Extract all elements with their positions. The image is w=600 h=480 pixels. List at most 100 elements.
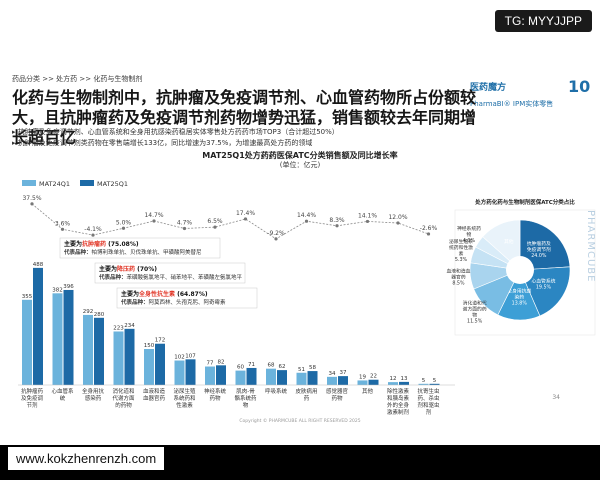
breadcrumb: 药品分类 >> 处方药 >> 化药与生物制剂 [12, 75, 143, 83]
bar-value-label: 355 [22, 294, 33, 300]
pie-label: 抗肿瘤药及 [527, 240, 551, 247]
growth-point [243, 217, 248, 221]
category-label: 外的全身 [387, 401, 410, 409]
bar-value-label: 77 [207, 361, 214, 367]
page-title: 化药与生物制剂中，抗肿瘤及免疫调节剂、心血管药物所占份额较大，且抗肿瘤药及免疫调… [12, 88, 477, 147]
bar-value-label: 280 [94, 312, 105, 318]
bar [144, 349, 154, 385]
growth-point [335, 224, 339, 228]
bar [388, 382, 398, 385]
category-label: 血器官药 [143, 394, 166, 402]
bar [63, 289, 74, 385]
callout-title: 主要为抗肿瘤药 (75.08%) [64, 240, 139, 248]
category-label: 物 [243, 401, 249, 409]
growth-label: -9.2% [267, 230, 285, 237]
pie-value-label: 24.0% [531, 253, 547, 259]
bar [399, 381, 409, 385]
bar-value-label: 102 [174, 355, 185, 361]
category-label: 骼系统药 [234, 394, 257, 402]
pie-label: 泌尿生殖系 [449, 238, 473, 245]
pie-label: 消化道和代 [463, 299, 487, 306]
bar [368, 379, 379, 385]
bar-value-label: 51 [298, 367, 305, 373]
growth-label: 3.6% [55, 220, 71, 227]
side-watermark: PHARMCUBE [585, 210, 596, 283]
bar-value-label: 58 [309, 365, 316, 371]
category-label: 神经系统 [204, 387, 227, 395]
bullet-item: ▸ 抗肿瘤及免疫调节剂类药物在零售端增长133亿，同比增速为37.5%，为增速最… [12, 139, 313, 147]
bar-value-label: 5 [433, 378, 437, 384]
logo-badge: 10 [568, 77, 591, 96]
legend-label: MAT25Q1 [97, 180, 128, 188]
bar [185, 359, 196, 385]
category-label: 代谢方面 [112, 394, 135, 402]
bar [235, 370, 246, 385]
bar [22, 299, 32, 385]
legend-swatch [80, 180, 94, 186]
pie-label: 物 [467, 231, 472, 238]
category-label: 药 [304, 394, 310, 402]
category-label: 肌肉-骨 [236, 387, 255, 395]
pie-value-label: 8.5% [452, 281, 465, 287]
callout-title: 主要为降压药 (70%) [99, 265, 157, 273]
bar-value-label: 22 [370, 374, 377, 380]
bar [174, 360, 185, 385]
bar-value-label: 396 [63, 284, 74, 290]
callout-rep: 代表品种：苯磺酸氨氯地平、硝苯地平、苯磺酸左氨氯地平 [98, 273, 243, 281]
pie-hole [506, 256, 534, 284]
callout-rep: 代表品种：阿莫西林、头孢克肟、阿奇霉素 [120, 298, 226, 306]
growth-label: 14.4% [297, 212, 316, 219]
bar [327, 376, 337, 385]
callout-title: 主要为全身性抗生素 (64.87%) [121, 290, 208, 298]
pie-label: 物 [472, 311, 477, 318]
category-label: 和胰岛素 [387, 394, 410, 402]
bar-value-label: 107 [185, 353, 196, 359]
pie-label: 谢方面的药 [463, 305, 487, 312]
growth-label: 17.4% [236, 210, 255, 217]
bar-value-label: 82 [218, 359, 225, 365]
category-label: 呼吸系统 [265, 387, 288, 395]
bar [113, 331, 124, 385]
growth-label: 14.1% [358, 212, 377, 219]
bar [52, 293, 63, 385]
growth-label: 6.5% [207, 218, 223, 225]
category-label: 抗肿瘤药 [21, 387, 44, 395]
bar [124, 328, 135, 385]
bar-value-label: 382 [52, 287, 63, 293]
category-label: 激素制剂 [387, 408, 410, 416]
pie-label: 神经系统药 [457, 225, 481, 232]
bar [338, 376, 348, 385]
category-label: 节剂 [26, 401, 38, 409]
growth-point [365, 219, 370, 224]
growth-point [304, 219, 309, 223]
category-label: 剂和驱虫 [417, 401, 440, 409]
bar [429, 383, 440, 385]
bar [83, 314, 93, 385]
category-label: 药物 [209, 394, 221, 402]
bar-value-label: 223 [113, 325, 124, 331]
bar-value-label: 150 [144, 343, 155, 349]
callout-rep: 代表品种：帕博利珠单抗、贝伐珠单抗、甲磺酸阿美替尼 [63, 248, 202, 256]
growth-label: -4.1% [84, 226, 102, 233]
bar [246, 367, 257, 385]
pie-slice [482, 219, 521, 271]
bar [94, 317, 104, 385]
chart-unit: (单位：亿元) [279, 161, 321, 169]
growth-line [31, 203, 429, 240]
bottom-url: www.kokzhenrenzh.com [8, 447, 165, 470]
pie-value-label: 4.0% [463, 238, 476, 244]
bar-value-label: 5 [422, 378, 426, 384]
bar [296, 372, 307, 385]
pie-label: 统药和性激 [449, 244, 473, 251]
pie-title: 处方药化药与生物制剂医保ATC分类占比 [474, 198, 575, 206]
callout-box [94, 262, 246, 284]
category-label: 泌尿生殖 [173, 387, 196, 395]
pie-slice [519, 266, 571, 317]
growth-label: 4.7% [177, 219, 193, 226]
growth-point [121, 226, 126, 230]
growth-label: 8.3% [329, 217, 345, 224]
bullet-text: 抗肿瘤及免疫调节剂、心血管系统和全身用抗感染药稳居实体零售处方药药市场TOP3（… [17, 128, 339, 136]
pie-value-label: 11.5% [467, 318, 483, 324]
category-label: 消化道和 [112, 387, 134, 395]
